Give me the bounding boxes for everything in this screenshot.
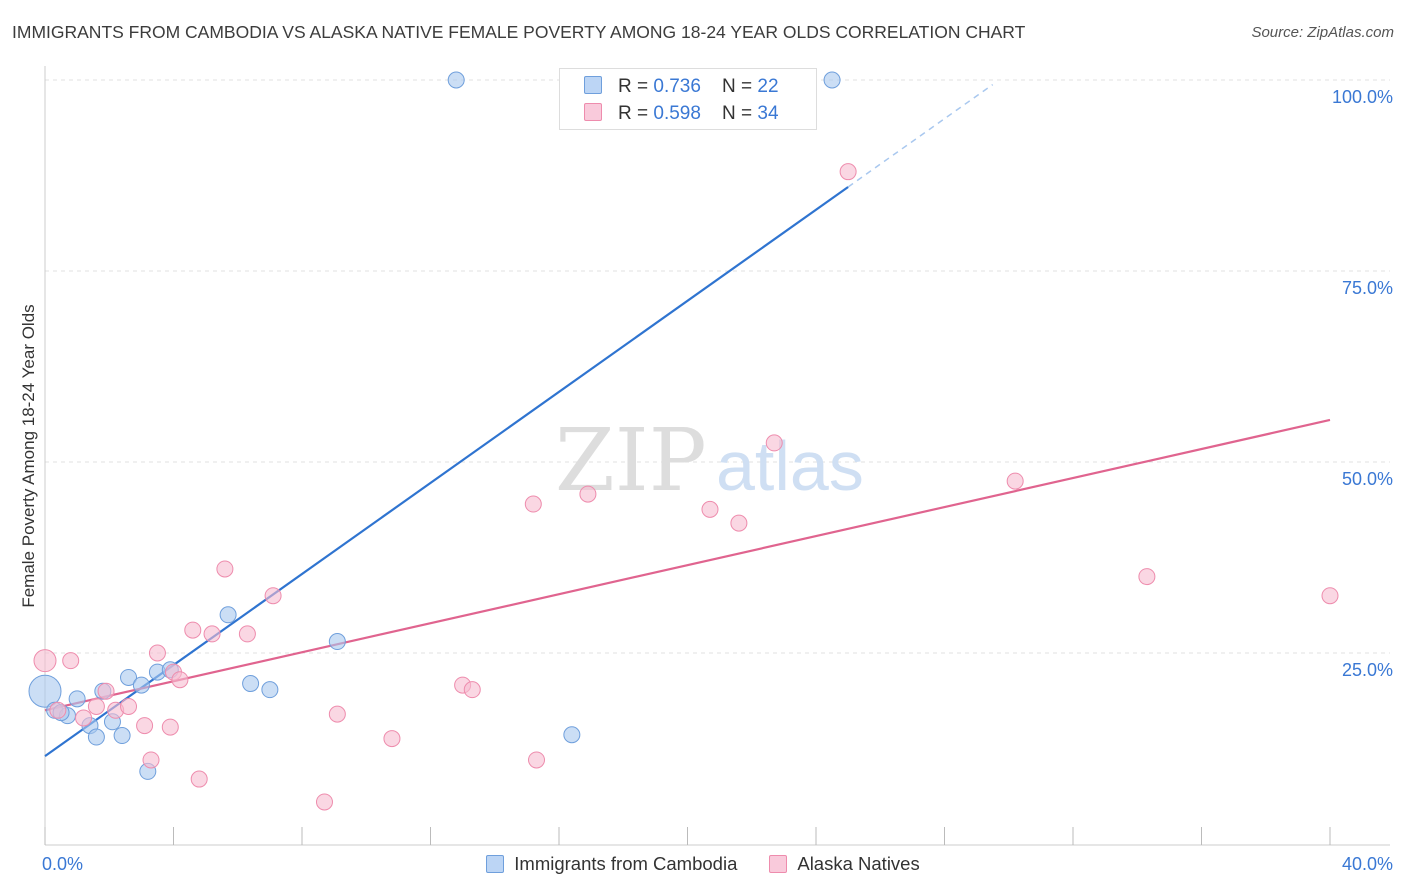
y-tick-label: 25.0%	[1342, 660, 1393, 680]
n-value: 22	[757, 76, 779, 97]
y-tick-label: 75.0%	[1342, 278, 1393, 298]
source-label: Source: ZipAtlas.com	[1251, 24, 1394, 41]
point-alaska-9	[142, 751, 160, 769]
point-cambodia-16	[261, 681, 279, 699]
point-alaska-31	[839, 163, 857, 181]
point-alaska-18	[238, 625, 256, 643]
trend-line-extension-0	[847, 83, 994, 188]
y-tick-label: 50.0%	[1342, 469, 1393, 489]
n-label: N =	[722, 103, 758, 124]
r-label: R =	[618, 76, 654, 97]
point-cambodia-14	[219, 606, 237, 624]
point-alaska-2	[62, 652, 80, 670]
point-cambodia-20	[823, 71, 841, 89]
point-alaska-22	[383, 730, 401, 748]
watermark-atlas: atlas	[716, 427, 864, 505]
legend-label-alaska: Alaska Natives	[797, 853, 920, 874]
point-alaska-0	[33, 649, 57, 673]
n-value: 34	[757, 103, 779, 124]
point-cambodia-8	[113, 727, 131, 745]
trend-line-0	[44, 186, 849, 758]
point-alaska-26	[528, 751, 546, 769]
x-tick-label-start: 0.0%	[42, 854, 83, 874]
point-alaska-8	[136, 717, 154, 735]
chart-legend: Immigrants from Cambodia Alaska Natives	[0, 851, 1406, 877]
point-alaska-28	[701, 500, 719, 518]
point-alaska-17	[216, 560, 234, 578]
point-alaska-11	[161, 718, 179, 736]
watermark: ZIP atlas	[555, 411, 864, 511]
r-value: 0.736	[653, 76, 701, 97]
y-axis-label: Female Poverty Among 18-24 Year Olds	[19, 304, 38, 607]
chart-title: IMMIGRANTS FROM CAMBODIA VS ALASKA NATIV…	[12, 22, 1026, 42]
n-label: N =	[722, 76, 758, 97]
legend-swatch-cambodia	[486, 855, 505, 873]
point-alaska-14	[184, 621, 202, 639]
point-cambodia-15	[242, 675, 260, 693]
point-alaska-15	[190, 770, 208, 788]
point-alaska-3	[75, 709, 93, 727]
point-cambodia-0	[28, 674, 62, 708]
tick-labels: 25.0% 50.0% 75.0% 100.0% 0.0% 40.0%	[42, 87, 1393, 874]
point-alaska-20	[315, 793, 333, 811]
legend-swatch-alaska	[769, 855, 788, 873]
point-alaska-29	[730, 514, 748, 532]
point-alaska-30	[765, 434, 783, 452]
point-alaska-16	[203, 625, 221, 643]
trend-line-1	[44, 418, 1331, 712]
point-alaska-24	[463, 681, 481, 699]
point-alaska-21	[328, 705, 346, 723]
point-cambodia-18	[447, 71, 465, 89]
axes	[44, 66, 1390, 846]
trend-lines	[44, 83, 1331, 758]
data-points	[28, 71, 1339, 811]
point-cambodia-10	[132, 676, 150, 694]
point-alaska-4	[87, 697, 105, 715]
point-alaska-34	[1321, 587, 1339, 605]
legend-swatch-alaska	[584, 103, 602, 121]
point-alaska-7	[120, 697, 138, 715]
grid	[45, 79, 1390, 654]
x-tick-label-end: 40.0%	[1342, 854, 1393, 874]
stats-legend: R = 0.736 N = 22 R = 0.598 N = 34	[559, 68, 817, 130]
r-label: R =	[618, 103, 654, 124]
r-value: 0.598	[653, 103, 701, 124]
point-cambodia-5	[87, 728, 105, 746]
point-alaska-1	[49, 701, 67, 719]
point-alaska-13	[171, 671, 189, 689]
legend-label-cambodia: Immigrants from Cambodia	[514, 853, 738, 874]
point-alaska-10	[148, 644, 166, 662]
point-alaska-27	[579, 485, 597, 503]
point-cambodia-3	[68, 690, 86, 708]
point-cambodia-9	[120, 668, 138, 686]
legend-swatch-cambodia	[584, 76, 602, 94]
point-cambodia-19	[563, 726, 581, 744]
y-tick-label: 100.0%	[1332, 87, 1393, 107]
legend-item-cambodia[interactable]: Immigrants from Cambodia	[486, 853, 737, 875]
point-alaska-32	[1006, 472, 1024, 490]
point-alaska-25	[524, 495, 542, 513]
point-alaska-19	[264, 587, 282, 605]
legend-item-alaska[interactable]: Alaska Natives	[769, 853, 920, 875]
point-cambodia-17	[328, 633, 346, 651]
watermark-zip: ZIP	[555, 411, 707, 511]
point-alaska-33	[1138, 568, 1156, 586]
point-alaska-5	[97, 682, 115, 700]
